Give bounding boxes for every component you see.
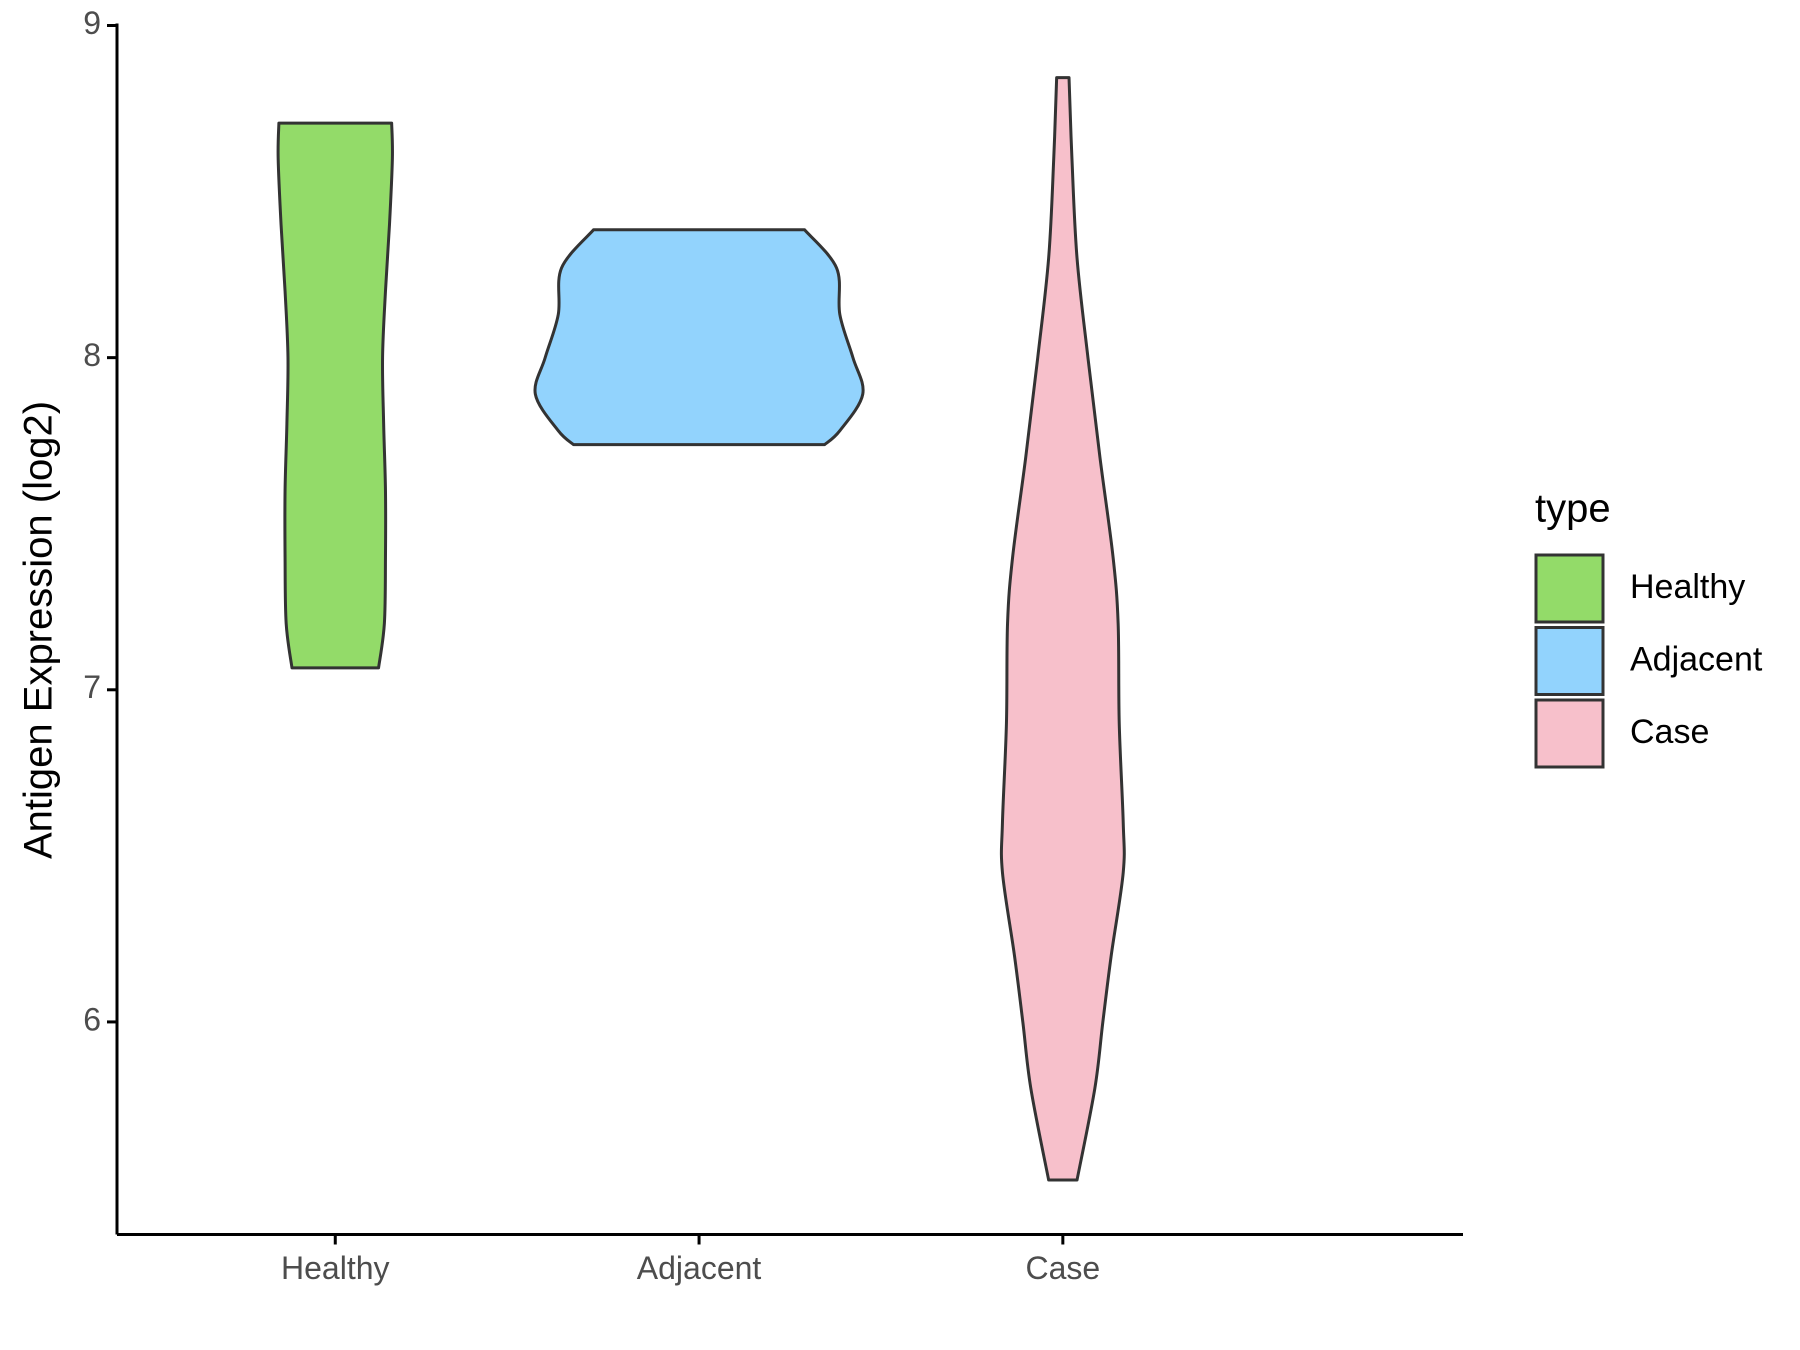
y-axis-title: Antigen Expression (log2) (17, 401, 61, 859)
violin (276, 121, 394, 670)
legend-title: type (1535, 487, 1611, 531)
y-tick-label: 8 (83, 337, 101, 373)
violin (533, 228, 865, 447)
x-tick-label: Case (1025, 1250, 1100, 1286)
violin (999, 76, 1126, 1182)
legend-label: Case (1630, 713, 1709, 751)
legend-key (1534, 626, 1605, 696)
legend-key (1534, 553, 1605, 624)
y-tick-label: 9 (83, 5, 101, 41)
legend-label: Healthy (1630, 568, 1745, 606)
y-tick-label: 7 (83, 669, 101, 705)
legend-key (1534, 698, 1605, 769)
x-tick-label: Adjacent (637, 1250, 762, 1286)
x-tick-label: Healthy (281, 1250, 390, 1286)
legend-label: Adjacent (1630, 640, 1763, 678)
y-tick-label: 6 (83, 1001, 101, 1037)
